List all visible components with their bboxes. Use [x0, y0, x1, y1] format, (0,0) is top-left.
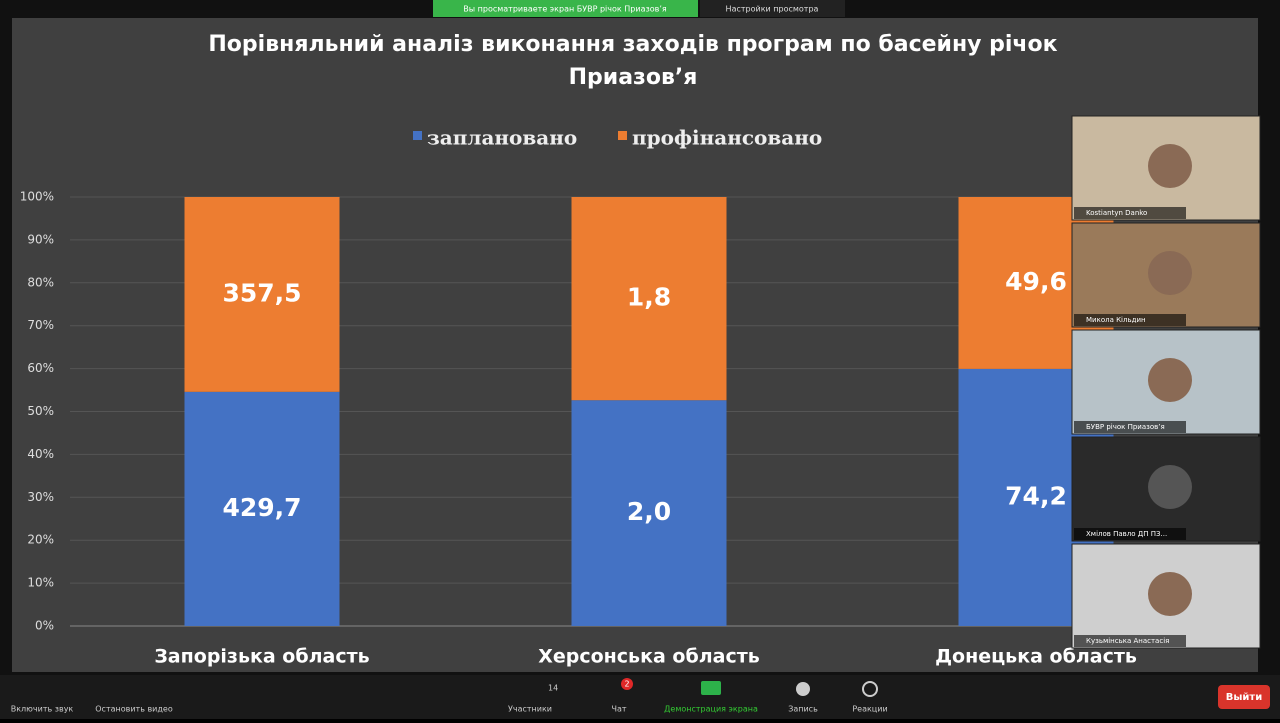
- banner-bg: [433, 0, 698, 17]
- value-label: 74,2: [1005, 481, 1067, 510]
- chat-button[interactable]: Чат: [611, 705, 626, 714]
- participant-name: Хмілов Павло ДП ПЗ...: [1086, 530, 1167, 538]
- audio-button[interactable]: Включить звук: [11, 705, 74, 714]
- chart-title: Порівняльний аналіз виконання заходів пр…: [208, 32, 1057, 90]
- name-bg: [1074, 421, 1186, 433]
- reactions-icon: [862, 681, 878, 697]
- leave-bg[interactable]: [1218, 685, 1270, 709]
- legend-label: заплановано: [427, 126, 577, 150]
- record-icon: [796, 682, 810, 696]
- x-tick-label: Запорізька область: [154, 646, 369, 668]
- participant-name: Kostiantyn Danko: [1086, 209, 1147, 217]
- y-tick-label: 80%: [27, 275, 54, 289]
- chat-badge-bg: [621, 678, 633, 690]
- name-bg: [1074, 207, 1186, 219]
- y-tick-label: 30%: [27, 490, 54, 504]
- y-tick-label: 10%: [27, 576, 54, 590]
- participants-count: 14: [548, 684, 558, 693]
- participant-figure: [1148, 465, 1192, 509]
- toolbar: Включить звук Остановить видео Участники…: [0, 675, 1280, 719]
- toolbar-bg: [0, 675, 1280, 719]
- y-tick-label: 100%: [20, 190, 54, 204]
- view-settings-bg[interactable]: [700, 0, 845, 17]
- leave-button[interactable]: Выйти: [1226, 692, 1262, 703]
- participant-name: Кузьмінська Анастасія: [1086, 637, 1169, 645]
- y-tick-label: 50%: [27, 404, 54, 418]
- value-label: 2,0: [627, 497, 671, 526]
- x-tick-label: Донецька область: [935, 646, 1137, 668]
- x-tick-label: Херсонська область: [538, 646, 760, 668]
- legend-swatch: [618, 131, 627, 140]
- view-settings[interactable]: Настройки просмотра: [726, 5, 819, 14]
- y-tick-label: 90%: [27, 232, 54, 246]
- share-icon: [701, 681, 721, 695]
- value-label: 1,8: [627, 283, 671, 312]
- chat-badge: 2: [624, 680, 629, 689]
- video-tile: [1071, 329, 1261, 435]
- value-label: 429,7: [222, 493, 301, 522]
- record-button[interactable]: Запись: [788, 705, 818, 714]
- y-tick-label: 0%: [35, 619, 54, 633]
- banner: Вы просматриваете экран БУВР річок Приаз…: [463, 5, 667, 14]
- participants-button[interactable]: Участники: [508, 705, 552, 714]
- y-tick-label: 40%: [27, 447, 54, 461]
- y-tick-label: 20%: [27, 533, 54, 547]
- name-bg: [1074, 314, 1186, 326]
- legend-label: профінансовано: [632, 126, 822, 150]
- video-panel: Kostiantyn Danko Микола Кільдин БУВР річок…: [1071, 115, 1261, 649]
- participant-figure: [1148, 251, 1192, 295]
- value-label: 357,5: [222, 278, 301, 307]
- y-tick-label: 60%: [27, 361, 54, 375]
- bar-segment: [184, 391, 340, 626]
- bar-segment: [184, 197, 340, 392]
- participant-figure: [1148, 572, 1192, 616]
- legend-swatch: [413, 131, 422, 140]
- participant-name: БУВР річок Приазов’я: [1086, 423, 1165, 431]
- participant-figure: [1148, 144, 1192, 188]
- bar-segment: [571, 400, 727, 626]
- share-button[interactable]: Демонстрация экрана: [664, 705, 758, 714]
- bar-segment: [571, 197, 727, 401]
- reactions-button[interactable]: Реакции: [852, 705, 887, 714]
- y-tick-label: 70%: [27, 318, 54, 332]
- participant-name: Микола Кільдин: [1086, 316, 1146, 324]
- name-bg: [1074, 528, 1186, 540]
- participant-figure: [1148, 358, 1192, 402]
- value-label: 49,6: [1005, 267, 1067, 296]
- video-button[interactable]: Остановить видео: [95, 705, 173, 714]
- name-bg: [1074, 635, 1186, 647]
- chart: 0% 10% 20% 30% 40% 50% 60% 70% 80% 90% 100% заплано…: [20, 126, 1255, 668]
